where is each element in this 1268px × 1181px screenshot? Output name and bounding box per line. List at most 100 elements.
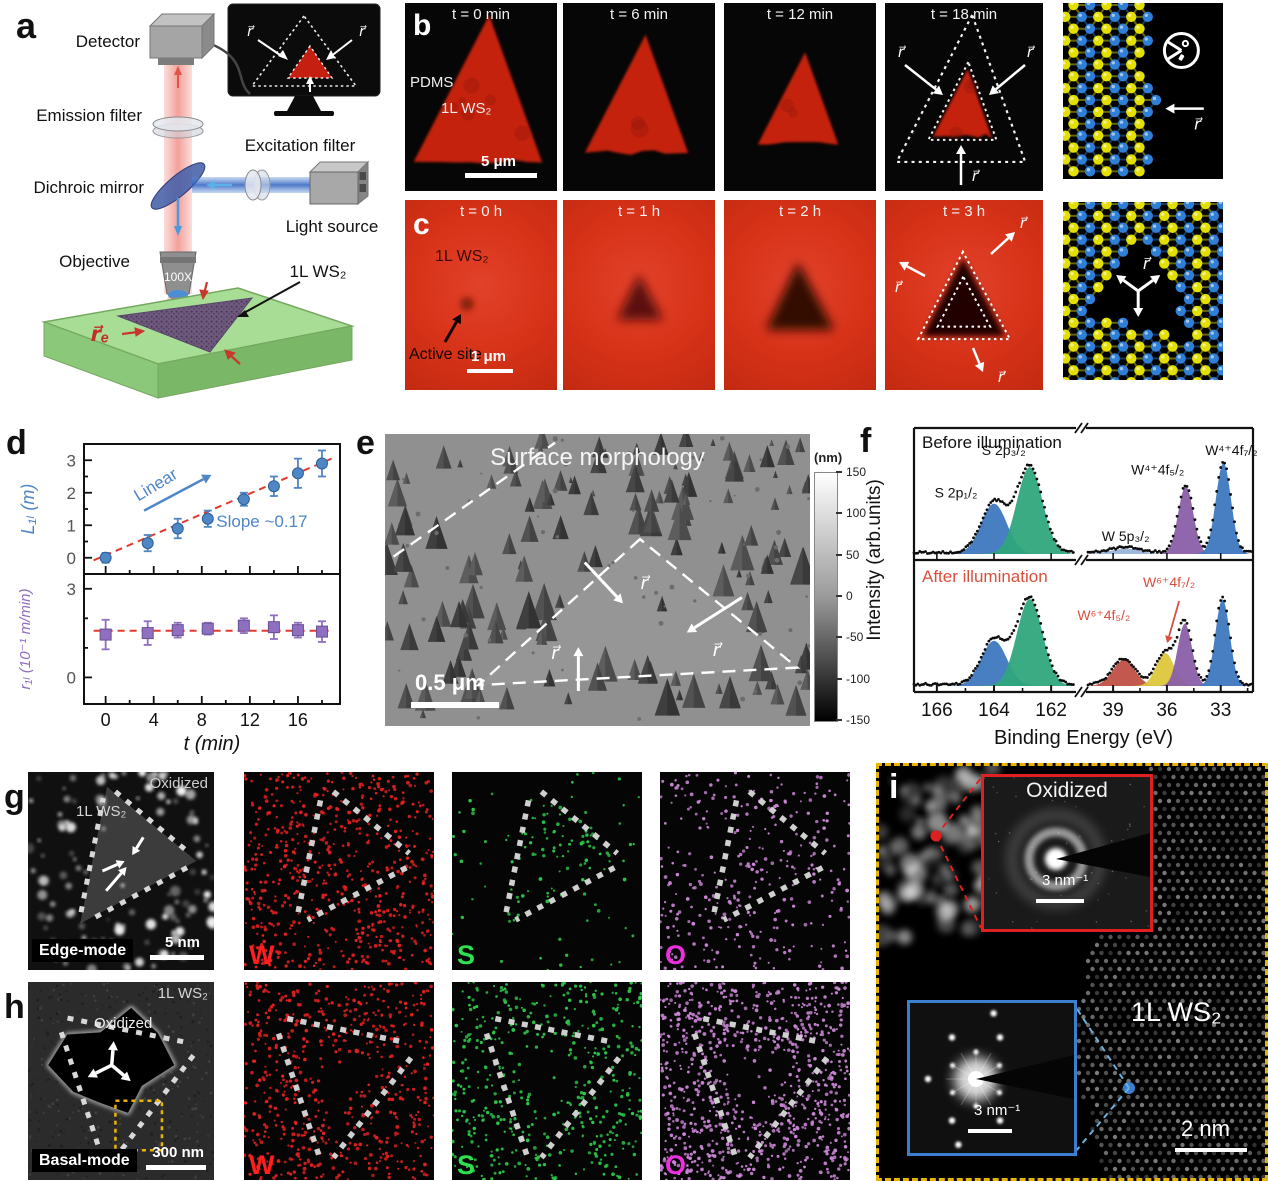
svg-text:Before illumination: Before illumination [922,433,1062,452]
colorbar-tick-label: 50 [846,547,860,562]
b-frame0-time: t = 0 min [452,6,510,23]
svg-text:Linear: Linear [131,464,182,505]
inset-blue-scalebar-text: 3 nm⁻¹ [974,1102,1021,1119]
svg-text:39: 39 [1103,700,1124,721]
svg-text:1: 1 [67,516,76,535]
afm-title: Surface morphology [490,444,705,471]
g-mode-badge: Edge-mode [32,938,134,962]
afm-svg: r⃗ r⃗ r⃗ [385,434,810,726]
h-sample-label: 1L WS₂ [157,985,208,1002]
c-frame0-activesite-label: Active site [409,346,482,363]
atomic-lattice: r⃗ [1063,202,1223,380]
panel-i-letter: i [889,768,899,806]
afm-colorbar: (nm) 150 100 50 0 -50 -100 -150 [814,450,870,750]
colorbar-tick-label: -50 [846,630,864,645]
svg-text:166: 166 [921,700,953,721]
e-scalebar-text: 0.5 μm [415,670,485,695]
panel-h-letter: h [4,988,25,1026]
svg-text:36: 36 [1156,700,1177,721]
monitor-r-label-right: r⃗ [359,23,367,39]
microscope-schematic: r⃗ r⃗ [34,3,381,399]
light-source-label: Light source [286,217,379,236]
afm-surface-image: r⃗ r⃗ r⃗ Surface morphology 0.5 μm [385,434,810,726]
b-frame2-time: t = 12 min [766,6,834,23]
panel-d-growth-plots: d 0 4 8 12 16 0 1 2 3 0 3 L₁ₗ (m) r₁ₗ (10⁻¹ m/min) t … [0,420,356,768]
c-frame-graphic [443,297,474,343]
e-scalebar [411,702,499,708]
svg-text:r⃗: r⃗ [641,573,651,593]
xps-svg: Before illumination S 2p₁/₂ S 2p₃/₂ W 5p₃/₂… [864,422,1258,749]
b-frame0-scalebar-text: 5 μm [481,153,517,170]
b-frame1-time: t = 6 min [610,6,668,23]
panel-b-letter: b [413,9,432,42]
g-sample-label: 1L WS₂ [76,803,127,820]
detector-label: Detector [76,32,141,51]
h-map-O: O [660,982,850,1180]
svg-text:W⁶⁺4f₇/₂: W⁶⁺4f₇/₂ [1143,574,1195,590]
b-frame0-sample-label: 1L WS₂ [441,100,492,117]
g-map-O-label: O [665,940,687,970]
colorbar-tick-mark [836,512,842,515]
g-map-W-label: W [249,940,275,970]
svg-text:3: 3 [67,580,76,599]
eds-map-svg [660,982,850,1180]
colorbar-tick-label: 100 [846,506,867,521]
sample-label: 1L WS₂ [290,262,347,281]
h-mode-badge: Basal-mode [32,1148,137,1172]
svg-text:0: 0 [67,668,76,687]
svg-text:162: 162 [1035,700,1067,721]
panel-b-lattice-schematic: r⃗ [1063,3,1223,179]
monitor-r-label-left: r⃗ [247,23,255,39]
panel-c-letter: c [413,208,430,241]
svg-text:164: 164 [978,700,1010,721]
svg-text:r₁ₗ (10⁻¹ m/min): r₁ₗ (10⁻¹ m/min) [17,589,34,690]
b-frame-graphic [724,3,876,191]
g-map-O: O [660,772,850,970]
b-frame0-pdms-label: PDMS [410,74,454,91]
g-scalebar [150,955,204,960]
etch-arrows [121,281,241,365]
h-scalebar [146,1165,206,1170]
c-frame-graphic: r⃗ r⃗ r⃗ [895,215,1028,386]
diffraction-inset-oxidized: Oxidized 3 nm⁻¹ [981,774,1153,932]
svg-text:r⃗: r⃗ [1027,44,1035,61]
emission-filter-optic [152,116,204,139]
detector-box [148,12,216,65]
eds-map-svg [244,772,434,970]
panel-f-xps: f Before illumination S 2p₁/₂ S 2p₃/₂ W 5p₃… [856,420,1268,768]
excitation-filter-optic [244,169,271,201]
panel-c-frame-2: t = 2 h [724,200,876,390]
svg-text:2: 2 [67,484,76,503]
g-stem-image: Oxidized 1L WS₂ Edge-mode 5 nm [28,772,214,970]
svg-text:Binding Energy (eV): Binding Energy (eV) [994,727,1173,749]
c-frame0-sample-label: 1L WS₂ [435,248,489,265]
svg-text:r⃗: r⃗ [895,279,903,296]
objective-magnification: 100X [164,270,192,284]
c-frame0-scalebar-text: 1 μm [471,348,507,365]
ws2-flake [116,297,254,353]
c-frame3-time: t = 3 h [942,203,986,220]
b-frame-graphic: r⃗ r⃗ r⃗ [885,3,1043,191]
svg-text:W⁴⁺4f₇/₂: W⁴⁺4f₇/₂ [1205,442,1257,458]
i-scalebar-text: 2 nm [1181,1116,1230,1141]
svg-text:0: 0 [101,710,111,730]
svg-text:r⃗: r⃗ [551,643,561,663]
svg-text:S 2p₁/₂: S 2p₁/₂ [935,485,978,501]
panel-g-edge-mode: g Oxidized 1L WS₂ Edge-mode 5 nm W S O [0,764,876,974]
g-map-W: W [244,772,434,970]
svg-text:t (min): t (min) [184,733,241,755]
svg-text:W⁶⁺4f₅/₂: W⁶⁺4f₅/₂ [1077,607,1130,623]
panel-a-schematic: a [0,0,403,420]
svg-text:Intensity (arb.units): Intensity (arb.units) [864,479,885,641]
svg-text:8: 8 [197,710,207,730]
c-frame0-scalebar [467,369,513,373]
colorbar-tick-mark [836,636,842,639]
svg-text:r⃗: r⃗ [1020,215,1028,232]
svg-text:L₁ₗ (m): L₁ₗ (m) [18,484,38,535]
dichroic-mirror-label: Dichroic mirror [34,178,145,197]
svg-text:W⁴⁺4f₅/₂: W⁴⁺4f₅/₂ [1131,461,1184,477]
svg-text:12: 12 [240,710,260,730]
svg-text:3: 3 [67,451,76,470]
h-map-W-label: W [249,1150,275,1180]
